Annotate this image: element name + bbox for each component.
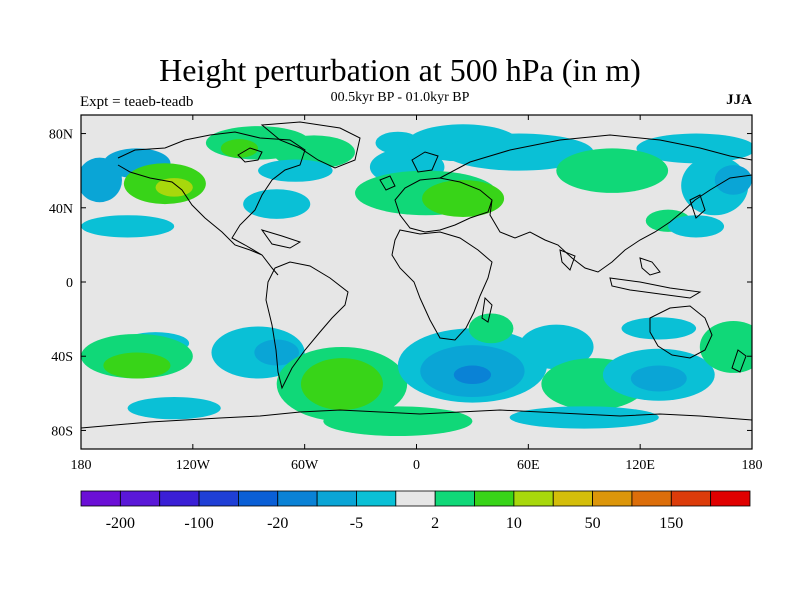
- perturbation-blob: [699, 320, 752, 373]
- colorbar-label: 150: [659, 515, 683, 532]
- perturbation-blob: [81, 215, 175, 238]
- lon-tick-label: 0: [413, 458, 420, 473]
- perturbation-blob: [556, 148, 669, 193]
- colorbar-swatch: [159, 490, 200, 507]
- lon-tick-label: 60E: [517, 458, 540, 473]
- colorbar-swatch: [119, 490, 161, 507]
- season-label: JJA: [726, 92, 752, 108]
- longitude-axis: 180 120W 60W 0 60E 120E 180: [71, 115, 763, 473]
- lat-tick-label: 0: [66, 276, 73, 291]
- colorbar-swatch: [513, 490, 554, 507]
- colorbar-swatch: [710, 490, 751, 507]
- lon-tick-label: 180: [742, 458, 763, 473]
- colorbar-swatch: [80, 490, 121, 507]
- perturbation-blob: [509, 406, 659, 429]
- lat-tick-label: 80S: [51, 424, 73, 439]
- latitude-axis: 80N 40N 0 40S 80S: [49, 128, 752, 439]
- perturbation-blob: [519, 324, 594, 370]
- colorbar-label: -5: [350, 515, 363, 532]
- perturbation-blob: [323, 406, 473, 437]
- perturbation-blob: [103, 352, 171, 379]
- perturbation-blob: [468, 313, 514, 344]
- colorbar-swatch: [316, 490, 357, 507]
- perturbation-blob: [155, 178, 193, 197]
- colorbar-swatch: [552, 490, 593, 507]
- colorbar-swatch: [670, 490, 712, 507]
- perturbation-blob: [220, 139, 259, 158]
- lon-tick-label: 120W: [176, 458, 211, 473]
- colorbar-swatch: [198, 490, 239, 507]
- plot-title: Height perturbation at 500 hPa (in m): [159, 52, 641, 88]
- colorbar-label: -200: [106, 515, 135, 532]
- colorbar-label: 10: [506, 515, 522, 532]
- colorbar-label: -100: [184, 515, 213, 532]
- colorbar-swatch: [395, 490, 436, 507]
- colorbar-swatch: [434, 490, 475, 507]
- colorbar-swatch: [474, 490, 515, 507]
- perturbation-blob: [375, 131, 421, 154]
- colorbar-swatch: [238, 490, 279, 507]
- lon-tick-label: 60W: [291, 458, 319, 473]
- perturbation-blob: [258, 159, 333, 182]
- perturbation-blob: [127, 397, 221, 420]
- lat-tick-label: 80N: [49, 128, 73, 143]
- lat-tick-label: 40S: [51, 350, 73, 365]
- perturbation-blob: [630, 365, 687, 392]
- perturbation-blob: [243, 189, 311, 219]
- colorbar-swatch: [356, 490, 397, 507]
- perturbation-blob: [81, 157, 122, 203]
- perturbation-blob: [714, 165, 752, 195]
- perturbation-blob: [668, 215, 725, 238]
- colorbar-label: -20: [267, 515, 288, 532]
- colorbar-swatch: [277, 490, 318, 507]
- colorbar-swatch: [592, 490, 633, 507]
- perturbation-blob: [422, 179, 505, 218]
- colorbar-label: 2: [431, 515, 439, 532]
- lon-tick-label: 120E: [625, 458, 655, 473]
- coastlines: [81, 121, 752, 429]
- colorbar-swatch: [631, 490, 672, 507]
- perturbation-blob: [444, 133, 594, 171]
- perturbation-field: [81, 124, 752, 437]
- perturbation-blob: [453, 365, 492, 385]
- experiment-label: Expt = teaeb-teadb: [80, 94, 194, 110]
- lat-tick-label: 40N: [49, 202, 73, 217]
- lon-tick-label: 180: [71, 458, 92, 473]
- perturbation-blob: [300, 358, 383, 411]
- plot-subtitle: 00.5kyr BP - 01.0kyr BP: [330, 90, 470, 105]
- colorbar: -200 -100 -20 -5 2 10 50 150: [80, 490, 751, 532]
- perturbation-blob: [621, 317, 697, 340]
- colorbar-label: 50: [585, 515, 601, 532]
